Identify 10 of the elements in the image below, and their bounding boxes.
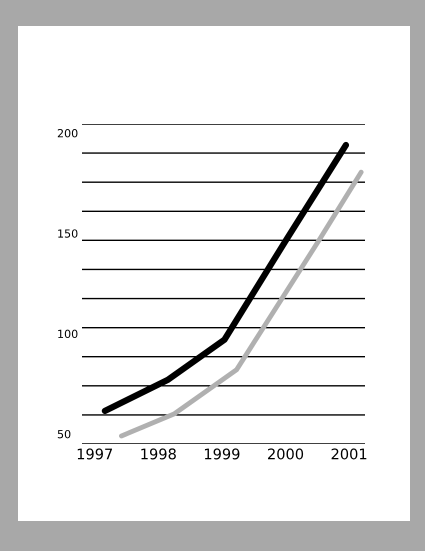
y-tick-label: 100 bbox=[58, 330, 78, 338]
x-tick-label: 1997 bbox=[78, 448, 112, 460]
y-tick-label: 150 bbox=[58, 229, 78, 238]
x-tick-label: 2000 bbox=[268, 448, 304, 460]
x-tick-label: 1999 bbox=[204, 448, 240, 460]
y-tick-label: 200 bbox=[58, 129, 78, 138]
line-series bbox=[119, 170, 364, 438]
x-tick-label: 1998 bbox=[141, 448, 176, 460]
y-tick-label: 50 bbox=[58, 430, 70, 438]
x-tick-label: 2001 bbox=[332, 448, 366, 460]
